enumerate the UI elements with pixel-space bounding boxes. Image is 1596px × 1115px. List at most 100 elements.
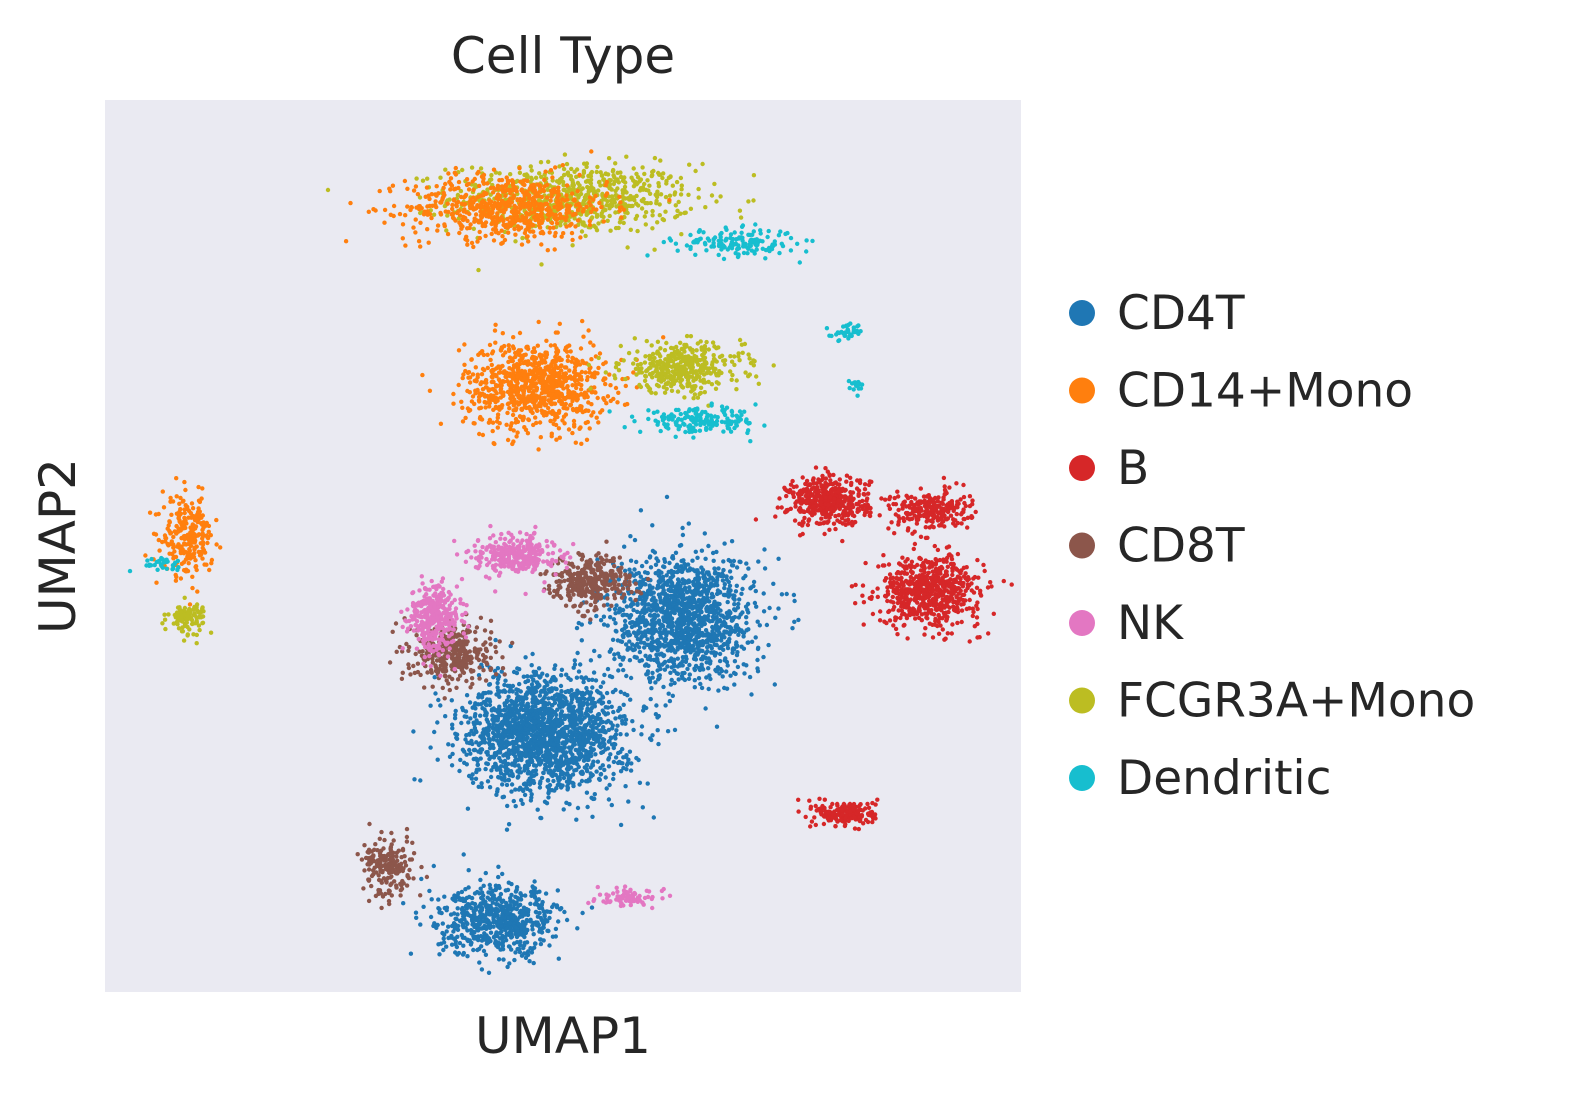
point-cd14-mono — [483, 206, 488, 211]
point-fcgr3a-mono — [664, 340, 669, 346]
point-cd14-mono — [527, 219, 533, 224]
point-dendritic — [748, 439, 753, 444]
point-fcgr3a-mono — [702, 390, 707, 395]
point-fcgr3a-mono — [732, 362, 737, 368]
point-cd14-mono — [450, 206, 455, 212]
point-fcgr3a-mono — [191, 607, 196, 612]
point-b — [885, 598, 890, 604]
point-fcgr3a-mono — [711, 369, 717, 374]
point-b — [839, 516, 845, 521]
point-cd14-mono — [501, 390, 506, 395]
point-fcgr3a-mono — [657, 213, 662, 218]
point-fcgr3a-mono — [163, 626, 168, 632]
point-b — [989, 584, 994, 589]
point-cd14-mono — [420, 372, 425, 378]
point-dendritic — [607, 409, 612, 414]
point-cd14-mono — [178, 507, 183, 512]
point-fcgr3a-mono — [634, 372, 639, 377]
point-cd14-mono — [468, 222, 473, 227]
point-cd14-mono — [588, 340, 593, 345]
point-fcgr3a-mono — [561, 172, 567, 178]
point-cd14-mono — [525, 431, 531, 436]
point-b — [898, 600, 904, 605]
point-cd14-mono — [492, 204, 497, 209]
point-b — [924, 611, 930, 617]
point-cd14-mono — [207, 567, 212, 573]
point-b — [963, 588, 968, 593]
point-cd14-mono — [480, 222, 486, 227]
point-dendritic — [664, 425, 669, 430]
point-fcgr3a-mono — [678, 340, 683, 345]
point-cd14-mono — [531, 375, 536, 381]
point-cd14-mono — [512, 401, 517, 406]
point-b — [831, 472, 836, 478]
point-cd14-mono — [390, 183, 396, 188]
point-cd14-mono — [564, 224, 569, 229]
point-b — [942, 491, 947, 497]
point-cd14-mono — [490, 221, 496, 226]
point-cd14-mono — [500, 331, 505, 336]
point-cd14-mono — [480, 432, 486, 438]
point-fcgr3a-mono — [197, 614, 202, 619]
point-cd14-mono — [377, 188, 382, 194]
point-dendritic — [723, 237, 729, 243]
point-dendritic — [788, 235, 794, 241]
point-cd14-mono — [469, 357, 474, 362]
point-b — [889, 520, 894, 525]
point-cd14-mono — [491, 407, 496, 412]
point-fcgr3a-mono — [675, 213, 680, 219]
point-cd14-mono — [487, 387, 492, 392]
point-cd14-mono — [461, 209, 466, 214]
point-fcgr3a-mono — [751, 198, 756, 203]
point-dendritic — [729, 408, 734, 414]
point-cd14-mono — [505, 379, 510, 384]
point-fcgr3a-mono — [719, 353, 725, 358]
point-fcgr3a-mono — [545, 187, 550, 192]
point-cd14-mono — [415, 192, 421, 197]
point-b — [907, 608, 913, 613]
point-fcgr3a-mono — [182, 612, 187, 617]
point-fcgr3a-mono — [613, 193, 618, 198]
point-fcgr3a-mono — [185, 624, 190, 630]
point-fcgr3a-mono — [633, 366, 639, 372]
point-dendritic — [738, 235, 743, 240]
point-fcgr3a-mono — [603, 207, 608, 213]
point-fcgr3a-mono — [604, 203, 609, 208]
point-b — [944, 588, 949, 593]
point-fcgr3a-mono — [626, 350, 632, 356]
point-cd14-mono — [462, 362, 467, 367]
point-cd14-mono — [573, 440, 578, 445]
point-dendritic — [845, 327, 850, 332]
point-cd14-mono — [174, 494, 179, 499]
point-cd14-mono — [537, 420, 543, 425]
point-b — [863, 806, 868, 811]
point-cd14-mono — [214, 542, 219, 547]
point-dendritic — [676, 427, 681, 432]
point-fcgr3a-mono — [569, 166, 574, 172]
point-fcgr3a-mono — [678, 211, 683, 216]
point-fcgr3a-mono — [608, 178, 613, 183]
point-fcgr3a-mono — [699, 347, 704, 352]
point-fcgr3a-mono — [469, 165, 475, 170]
point-fcgr3a-mono — [565, 171, 570, 176]
point-b — [875, 797, 880, 802]
point-fcgr3a-mono — [570, 183, 575, 188]
point-fcgr3a-mono — [539, 262, 544, 267]
point-fcgr3a-mono — [673, 203, 678, 208]
point-b — [905, 597, 910, 602]
point-cd14-mono — [477, 229, 482, 235]
point-dendritic — [676, 416, 681, 422]
point-b — [935, 515, 940, 520]
point-fcgr3a-mono — [751, 363, 756, 368]
point-fcgr3a-mono — [696, 186, 701, 192]
point-fcgr3a-mono — [529, 168, 534, 173]
point-fcgr3a-mono — [664, 386, 669, 391]
point-b — [887, 506, 893, 511]
point-cd14-mono — [557, 321, 562, 326]
point-b — [897, 582, 903, 588]
point-cd14-mono — [489, 362, 494, 368]
point-cd14-mono — [506, 230, 511, 235]
point-b — [865, 496, 870, 501]
point-cd14-mono — [564, 207, 570, 213]
point-cd14-mono — [463, 201, 468, 207]
